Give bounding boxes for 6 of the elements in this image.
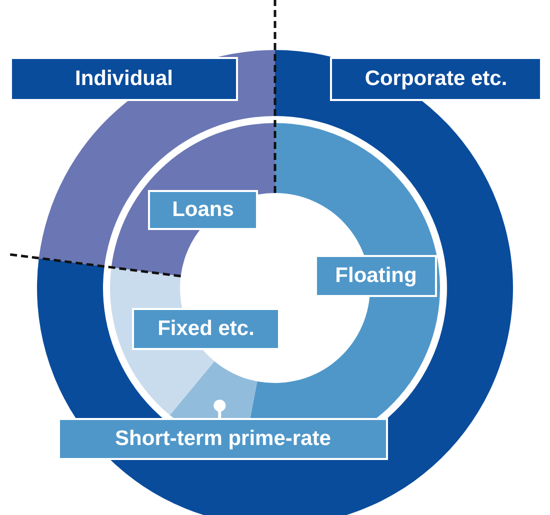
- slice-label: Floating: [315, 255, 437, 297]
- slice-label: Short-term prime-rate: [58, 418, 388, 460]
- slice-label: Fixed etc.: [132, 308, 280, 350]
- slice-label: Corporate etc.: [330, 57, 542, 101]
- slice-label: Individual: [10, 57, 238, 101]
- slice-label: Loans: [148, 190, 258, 230]
